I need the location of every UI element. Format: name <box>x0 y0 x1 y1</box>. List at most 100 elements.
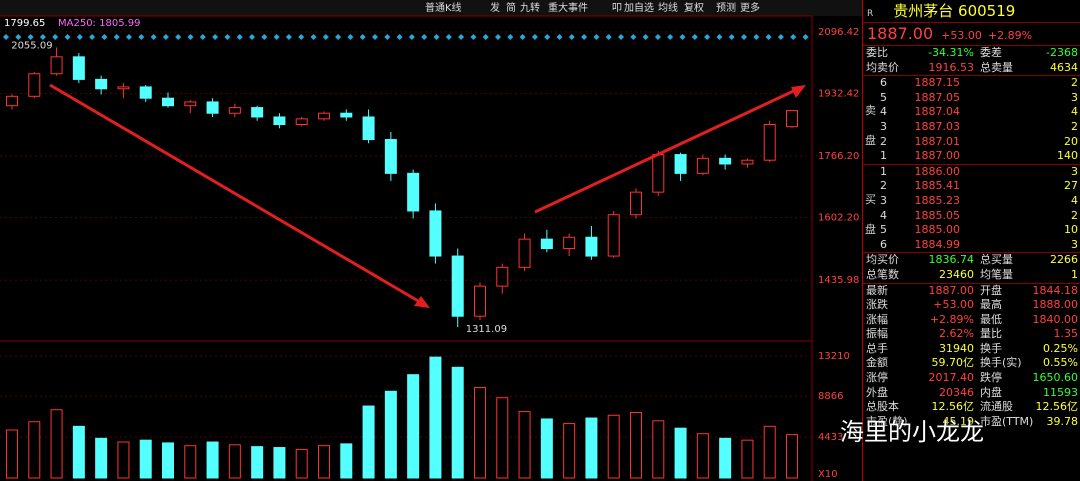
signal-dot <box>556 34 563 40</box>
volume-bar <box>451 366 464 479</box>
signal-dot <box>298 34 305 40</box>
side-label: 买盘 <box>865 192 876 236</box>
signal-dot <box>408 34 415 40</box>
signal-dot <box>593 34 600 40</box>
candle-body <box>362 116 375 141</box>
signal-dot <box>224 34 231 40</box>
candle-body <box>184 101 197 107</box>
order-row: 1 1887.00 140 <box>877 149 1080 164</box>
value: 12.56亿 <box>931 400 975 414</box>
quote-row: 涨幅 +2.89% 最低 1840.00 <box>863 313 1080 328</box>
volume-bar <box>117 441 130 479</box>
order-qty: 4 <box>1071 193 1078 207</box>
price: 1887.00 <box>867 24 934 43</box>
order-price: 1885.00 <box>914 223 961 237</box>
label: 跌停 <box>980 371 1002 385</box>
trend-arrow <box>534 86 801 214</box>
volume-bar <box>563 423 576 479</box>
volume-bar <box>719 437 732 479</box>
toolbar-item[interactable]: 发 <box>490 1 500 14</box>
signal-dot <box>445 34 452 40</box>
candle-body <box>786 110 798 128</box>
signal-dot <box>261 34 268 40</box>
toolbar-item[interactable]: 复权 <box>684 1 704 14</box>
signal-dot <box>777 34 784 40</box>
signal-dot <box>482 34 489 40</box>
signal-dot <box>52 34 59 40</box>
volume-bar <box>251 446 264 479</box>
level: 2 <box>880 134 887 148</box>
label: 金额 <box>866 356 888 370</box>
toolbar-item[interactable]: 九转 <box>520 1 540 14</box>
toolbar-item[interactable]: 普通K线 <box>425 1 462 14</box>
label: 量比 <box>980 327 1002 341</box>
value: 1650.60 <box>1032 371 1079 385</box>
low-label: 1311.09 <box>466 324 507 335</box>
volume-bar <box>139 439 152 479</box>
signal-dot <box>76 34 83 40</box>
label: 外盘 <box>866 385 888 399</box>
volume-bar <box>407 374 420 479</box>
signal-dot <box>544 34 551 40</box>
arrow-head <box>414 296 430 308</box>
toolbar-item[interactable]: 更多 <box>740 1 760 14</box>
order-price: 1884.99 <box>914 237 961 251</box>
order-price: 1885.41 <box>914 179 961 193</box>
signal-dot <box>273 34 280 40</box>
order-price: 1887.05 <box>914 90 961 104</box>
candle-body <box>206 101 219 114</box>
ma-label: MA250: 1805.99 <box>58 18 140 29</box>
signal-dot <box>175 34 182 40</box>
order-qty: 3 <box>1071 237 1078 251</box>
volume-bar <box>95 437 108 479</box>
signal-dot <box>15 34 22 40</box>
label: 最高 <box>980 298 1002 312</box>
order-row: 2 1887.01 20 <box>877 135 1080 150</box>
volume-bar <box>206 441 219 479</box>
toolbar-bg <box>0 0 862 16</box>
value: 1840.00 <box>1032 312 1079 326</box>
candle-body <box>72 56 85 80</box>
signal-dot <box>765 34 772 40</box>
signal-dot <box>212 34 219 40</box>
quote-row: 振幅 2.62% 量比 1.35 <box>863 327 1080 342</box>
signal-dot <box>421 34 428 40</box>
value: 2017.40 <box>928 371 975 385</box>
candle-body <box>273 116 286 125</box>
toolbar-item[interactable]: 预测 <box>716 1 736 14</box>
high-label: 2055.09 <box>11 40 52 51</box>
toolbar-item[interactable]: 加自选 <box>624 1 654 14</box>
order-qty: 4 <box>1071 105 1078 119</box>
level: 1 <box>880 149 887 163</box>
order-price: 1885.05 <box>914 208 961 222</box>
value: 12.56亿 <box>1035 400 1079 414</box>
signal-dot <box>384 34 391 40</box>
toolbar-item[interactable]: 叩 <box>612 3 622 14</box>
trend-arrow <box>49 83 426 307</box>
signal-dot <box>162 34 169 40</box>
order-row: 3 1887.03 2 <box>877 120 1080 135</box>
order-row: 2 1885.41 27 <box>877 179 1080 194</box>
candle-body <box>607 214 620 257</box>
signal-dot <box>199 34 206 40</box>
signal-dot <box>396 34 403 40</box>
candle-body <box>50 56 63 75</box>
toolbar-item[interactable]: 均线 <box>658 1 678 14</box>
signal-dot <box>236 34 243 40</box>
signal-dot <box>618 34 624 40</box>
value: 0.25% <box>1043 341 1078 355</box>
level: 1 <box>880 164 887 178</box>
level: 5 <box>880 223 887 237</box>
value: -34.31% <box>928 46 974 59</box>
price-row: 1887.00 +53.00 +2.89% <box>863 23 1080 46</box>
toolbar-item[interactable]: 重大事件 <box>548 1 588 14</box>
toolbar-item[interactable]: 简 <box>506 1 516 14</box>
quote-row: 委比 -34.31% 委差 -2368 <box>863 46 1080 61</box>
candle-body <box>496 266 509 287</box>
order-qty: 2 <box>1071 119 1078 133</box>
volume-bar <box>72 425 85 479</box>
value: 1836.74 <box>928 253 975 267</box>
order-qty: 3 <box>1071 164 1078 178</box>
y-tick-label: 2096.42 <box>818 27 859 38</box>
